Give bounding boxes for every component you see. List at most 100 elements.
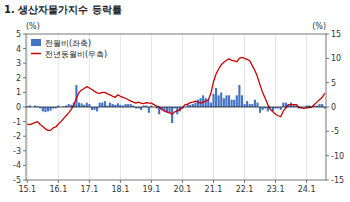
x-tick-label: 17.1 bbox=[80, 185, 98, 194]
x-tick-label: 16.1 bbox=[49, 185, 67, 194]
x-tick-label: 18.1 bbox=[111, 185, 129, 194]
bar bbox=[68, 104, 70, 107]
y-tick bbox=[23, 48, 26, 49]
x-tick bbox=[244, 180, 245, 183]
bar bbox=[236, 95, 238, 107]
bar bbox=[246, 101, 248, 107]
y-tick-label: -1 bbox=[13, 118, 21, 127]
x-tick-label: 24.1 bbox=[298, 185, 316, 194]
y2-tick bbox=[326, 180, 329, 181]
y-tick-label: -3 bbox=[13, 147, 21, 156]
y-tick bbox=[23, 180, 26, 181]
y2-axis-label: (%) bbox=[312, 22, 326, 31]
y-axis-label: (%) bbox=[26, 22, 40, 31]
x-tick-label: 23.1 bbox=[267, 185, 285, 194]
bar bbox=[233, 100, 235, 107]
y-tick bbox=[23, 34, 26, 35]
bar bbox=[225, 95, 227, 107]
x-tick bbox=[27, 180, 28, 183]
y-tick-label: 4 bbox=[16, 45, 21, 54]
y-tick-label: 5 bbox=[16, 30, 21, 39]
bar bbox=[192, 104, 194, 107]
bar bbox=[104, 101, 106, 107]
y2-tick-label: 0 bbox=[331, 103, 336, 112]
y2-tick bbox=[326, 155, 329, 156]
bar bbox=[256, 103, 258, 107]
y-tick bbox=[23, 107, 26, 108]
bar bbox=[81, 103, 83, 107]
y-tick bbox=[23, 165, 26, 166]
bar bbox=[241, 95, 243, 107]
bar bbox=[254, 100, 256, 107]
bar bbox=[223, 98, 225, 107]
y2-tick bbox=[326, 82, 329, 83]
x-tick-label: 22.1 bbox=[236, 185, 254, 194]
bar bbox=[96, 107, 98, 111]
y2-tick bbox=[326, 131, 329, 132]
bar bbox=[220, 92, 222, 107]
bar bbox=[117, 103, 119, 107]
bar bbox=[259, 107, 261, 113]
y-tick-label: 1 bbox=[16, 88, 21, 97]
bar bbox=[148, 107, 150, 113]
y2-tick-label: -10 bbox=[331, 152, 344, 161]
bar bbox=[238, 85, 240, 107]
bar bbox=[205, 98, 207, 107]
bar bbox=[197, 100, 199, 107]
bar bbox=[127, 104, 129, 107]
legend: 전월비(좌축)전년동월비(우측) bbox=[31, 39, 107, 59]
bar bbox=[99, 103, 101, 107]
y2-tick-label: 5 bbox=[331, 79, 336, 88]
bar bbox=[251, 104, 253, 107]
bar bbox=[86, 103, 88, 107]
y-tick-label: 2 bbox=[16, 74, 21, 83]
bar bbox=[50, 107, 52, 111]
y-tick bbox=[23, 63, 26, 64]
bar bbox=[78, 103, 80, 107]
bar bbox=[262, 107, 264, 110]
plot-area bbox=[26, 57, 326, 130]
y2-tick bbox=[326, 34, 329, 35]
x-tick bbox=[120, 180, 121, 183]
bar bbox=[88, 104, 90, 107]
y2-tick-label: -15 bbox=[331, 176, 344, 185]
plot-frame bbox=[26, 34, 326, 180]
y-tick-label: -2 bbox=[13, 132, 21, 141]
bar bbox=[171, 107, 173, 123]
y-tick-label: 3 bbox=[16, 59, 21, 68]
y-tick-label: 0 bbox=[16, 103, 21, 112]
bar bbox=[91, 107, 93, 110]
y2-tick-label: 15 bbox=[331, 30, 341, 39]
x-tick bbox=[275, 180, 276, 183]
zero-line bbox=[26, 107, 326, 108]
title: 1. 생산자물가지수 등락률 bbox=[4, 4, 122, 15]
y2-tick-label: -5 bbox=[331, 127, 339, 136]
chart: 1. 생산자물가지수 등락률(%)(%)15.116.117.118.119.1… bbox=[0, 0, 350, 202]
y2-tick-label: 10 bbox=[331, 54, 341, 63]
bar bbox=[42, 107, 44, 111]
y-tick bbox=[23, 92, 26, 93]
y2-tick bbox=[326, 58, 329, 59]
y-tick-label: -5 bbox=[13, 176, 21, 185]
y-tick bbox=[23, 77, 26, 78]
bar bbox=[280, 107, 282, 110]
x-tick-label: 15.1 bbox=[18, 185, 36, 194]
x-tick bbox=[58, 180, 59, 183]
legend-label: 전년동월비(우측) bbox=[45, 50, 107, 59]
x-tick-label: 21.1 bbox=[205, 185, 223, 194]
x-tick bbox=[213, 180, 214, 183]
bar bbox=[130, 104, 132, 107]
bar bbox=[93, 107, 95, 110]
bar bbox=[212, 94, 214, 107]
line bbox=[27, 57, 324, 130]
bar bbox=[194, 103, 196, 107]
bar bbox=[318, 104, 320, 107]
bar bbox=[231, 100, 233, 107]
x-tick bbox=[89, 180, 90, 183]
y-tick bbox=[23, 136, 26, 137]
x-tick-label: 20.1 bbox=[174, 185, 192, 194]
bar bbox=[101, 103, 103, 107]
bar bbox=[228, 95, 230, 107]
bar bbox=[112, 104, 114, 107]
y-tick-label: -4 bbox=[13, 161, 21, 170]
